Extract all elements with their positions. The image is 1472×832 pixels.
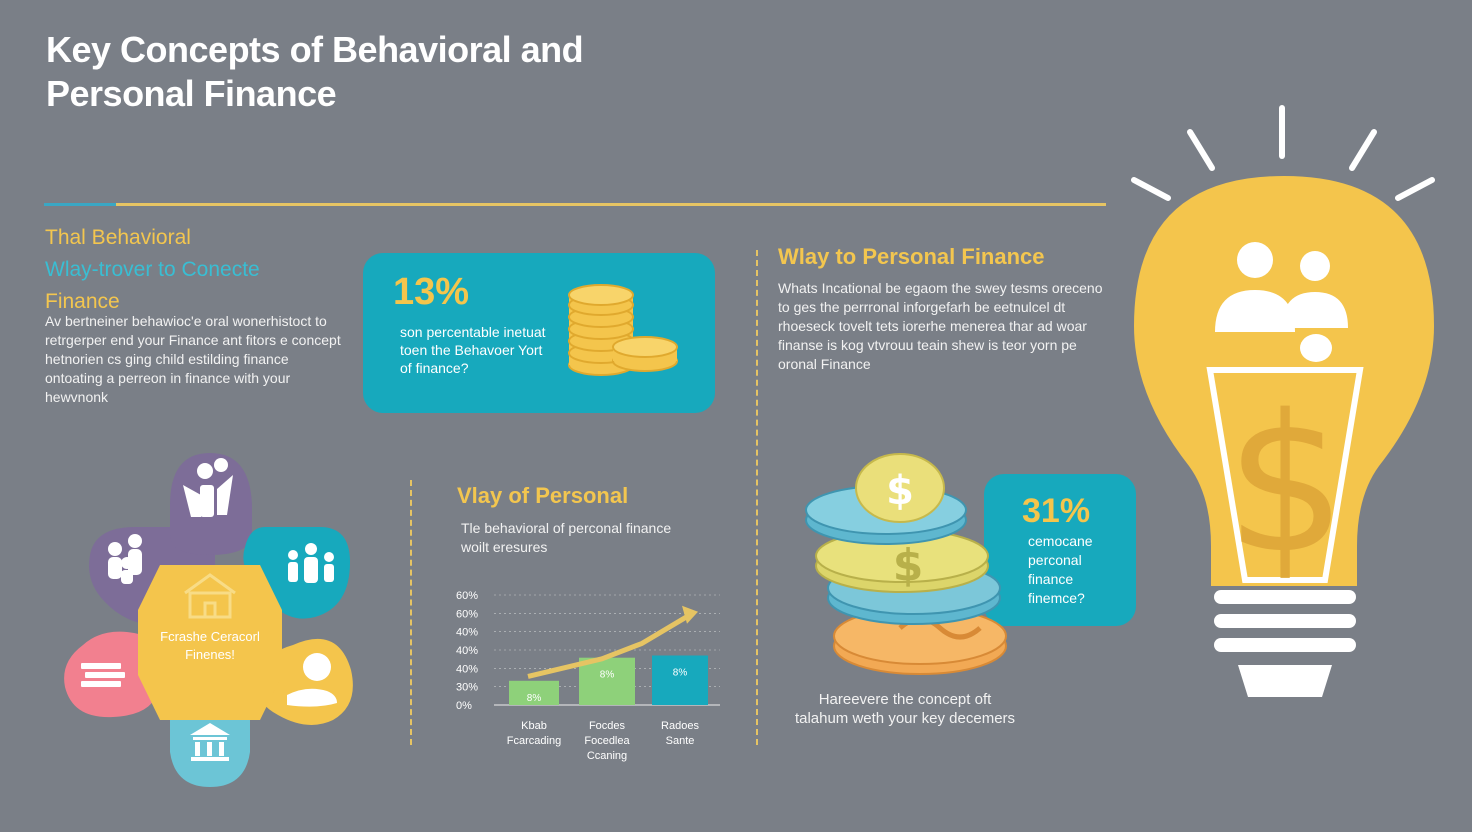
petal-diagram: [64, 453, 353, 787]
chart-divider: [410, 480, 412, 745]
people-trio-icon: [108, 534, 142, 584]
page-title: Key Concepts of Behavioral and Personal …: [46, 29, 584, 114]
coin-pile-caption: Hareevere the concept oft talahum weth y…: [794, 691, 1016, 727]
middle-section-heading: Vlay of Personal: [457, 483, 629, 508]
header-divider: [44, 203, 1106, 206]
right-section-body: Whats Incational be egaom the swey tesms…: [778, 280, 1103, 372]
chart-bar: [652, 655, 708, 705]
y-tick-label: 60%: [456, 590, 478, 602]
coin-pile-icon: $ $: [805, 453, 1007, 675]
handshake-icon: [183, 458, 233, 517]
stat-card-1: 13% son percentable inetuat toen the Beh…: [363, 253, 715, 413]
petal-money-stack: [64, 631, 161, 718]
y-tick-label: 30%: [456, 682, 478, 694]
y-tick-label: 40%: [456, 663, 478, 675]
hand-coin-icon: [287, 653, 337, 707]
y-tick-label: 40%: [456, 645, 478, 657]
petal-handshake: [170, 453, 252, 555]
money-stack-icon: [81, 663, 125, 687]
family-icon: [288, 543, 334, 583]
petal-bank: [170, 707, 250, 787]
bar-chart: 60% 60% 40% 40% 40% 30% 0% 8% 8% 8% Kbab Fcarcading…: [456, 590, 720, 762]
stat-card-2-value: 31%: [1022, 492, 1091, 530]
svg-text:$: $: [1226, 374, 1347, 595]
bar-data-label: 8%: [527, 693, 542, 704]
y-tick-label: 60%: [456, 608, 478, 620]
trend-arrowhead: [682, 605, 698, 624]
petal-center: [138, 565, 282, 720]
lightbulb-icon: $: [1131, 105, 1435, 697]
trend-line: [527, 612, 692, 679]
coin-stack-icon: [568, 284, 678, 376]
y-tick-label: 40%: [456, 627, 478, 639]
petal-center-label: Fcrashe Ceracorl Finenes!: [160, 629, 260, 662]
stat-card-2: 31% cemocane perconal finance finemce?: [984, 474, 1136, 626]
left-section-body: Av bertneiner behawioc'e oral wonerhisto…: [45, 313, 341, 405]
y-tick-label: 0%: [456, 700, 472, 712]
business-people-icon: [1215, 242, 1348, 362]
stat-card-1-value: 13%: [393, 271, 470, 313]
chart-bar: [509, 680, 559, 705]
middle-section-body: Tle behavioral of perconal finance woilt…: [461, 520, 672, 555]
bank-icon: [190, 723, 230, 761]
left-heading-line-2: Wlay-trover to Conecte: [45, 258, 260, 281]
svg-text:$: $: [886, 468, 914, 514]
x-category-label: Radoes Sante: [661, 720, 699, 747]
bar-data-label: 8%: [673, 668, 688, 679]
stat-card-1-caption: son percentable inetuat toen the Behavoe…: [400, 324, 546, 376]
right-section-heading: Wlay to Personal Finance: [778, 244, 1045, 269]
left-section-heading: Thal Behavioral Wlay-trover to Conecte F…: [45, 222, 345, 318]
bar-data-label: 8%: [600, 670, 615, 681]
house-icon: [184, 573, 236, 619]
svg-text:$: $: [893, 540, 924, 591]
x-category-label: Kbab Fcarcading: [507, 720, 561, 747]
x-category-label: Focdes Focedlea Ccaning: [584, 720, 630, 762]
left-heading-line-3: Finance: [45, 290, 120, 313]
light-rays: [1131, 105, 1435, 201]
chart-bar: [579, 657, 635, 705]
header-divider-accent: [44, 203, 116, 206]
stat-card-2-caption: cemocane perconal finance finemce?: [1028, 533, 1093, 606]
column-divider: [756, 250, 758, 745]
left-heading-line-1: Thal Behavioral: [45, 226, 191, 249]
